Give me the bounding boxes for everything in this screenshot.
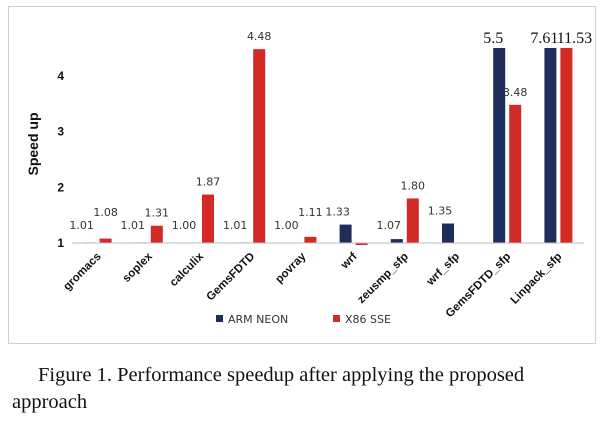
x86-sse-bar [202, 195, 214, 243]
y-tick-label: 2 [57, 180, 64, 194]
legend-label: X86 SSE [345, 313, 391, 326]
arm-neon-bar [442, 224, 454, 243]
data-label: 1.11 [298, 206, 323, 219]
category-label: zeusmp_sfp [355, 251, 410, 306]
x86-sse-bar [100, 239, 112, 243]
y-tick-label: 1 [57, 236, 64, 250]
category-label: Linpack_sfp [509, 251, 565, 307]
arm-neon-bar [544, 48, 556, 243]
arm-neon-bar [340, 225, 352, 243]
category-label: calculix [168, 250, 207, 289]
x86-sse-bar [304, 237, 316, 243]
data-label: 4.48 [247, 30, 272, 43]
x86-sse-bar [509, 105, 521, 243]
data-label: 1.31 [145, 207, 170, 220]
data-label: 1.01 [223, 219, 248, 232]
category-label: gromacs [61, 251, 103, 293]
legend-swatch [333, 315, 340, 322]
legend-label: ARM NEON [228, 313, 288, 326]
figure-caption: Figure 1. Performance speedup after appl… [12, 362, 598, 416]
data-label: 1.08 [93, 206, 118, 219]
x86-sse-bar [407, 198, 419, 243]
data-label: 1.33 [325, 206, 350, 219]
category-label: povray [273, 250, 309, 286]
x86-sse-bar [253, 49, 265, 243]
data-label: 1.87 [196, 176, 221, 189]
data-label: 1.35 [428, 205, 453, 218]
category-label: soplex [121, 250, 156, 285]
data-label: 3.48 [503, 86, 528, 99]
legend-swatch [216, 315, 223, 322]
data-label: 11.53 [557, 30, 592, 47]
y-axis-label: Speed up [25, 112, 41, 175]
category-label: wrf [338, 251, 360, 273]
data-label: 1.00 [274, 219, 299, 232]
arm-neon-bar [493, 48, 505, 243]
data-label: 1.07 [377, 219, 402, 232]
data-label: 1.80 [401, 179, 426, 192]
category-label: GemsFDTD [205, 251, 258, 304]
data-label: 7.61 [530, 30, 558, 47]
arm-neon-bar [391, 239, 403, 243]
category-label: wrf_sfp [424, 251, 462, 289]
caption-line-1: Figure 1. Performance speedup after appl… [12, 362, 598, 389]
x86-sse-bar [560, 48, 572, 243]
data-label: 5.5 [483, 30, 503, 47]
y-tick-label: 3 [57, 125, 64, 139]
data-label: 1.00 [172, 219, 197, 232]
x86-sse-bar [151, 226, 163, 243]
y-tick-label: 4 [57, 69, 64, 83]
caption-line-2: approach [12, 389, 598, 416]
data-label: 1.01 [69, 219, 94, 232]
data-label: 1.01 [121, 219, 146, 232]
